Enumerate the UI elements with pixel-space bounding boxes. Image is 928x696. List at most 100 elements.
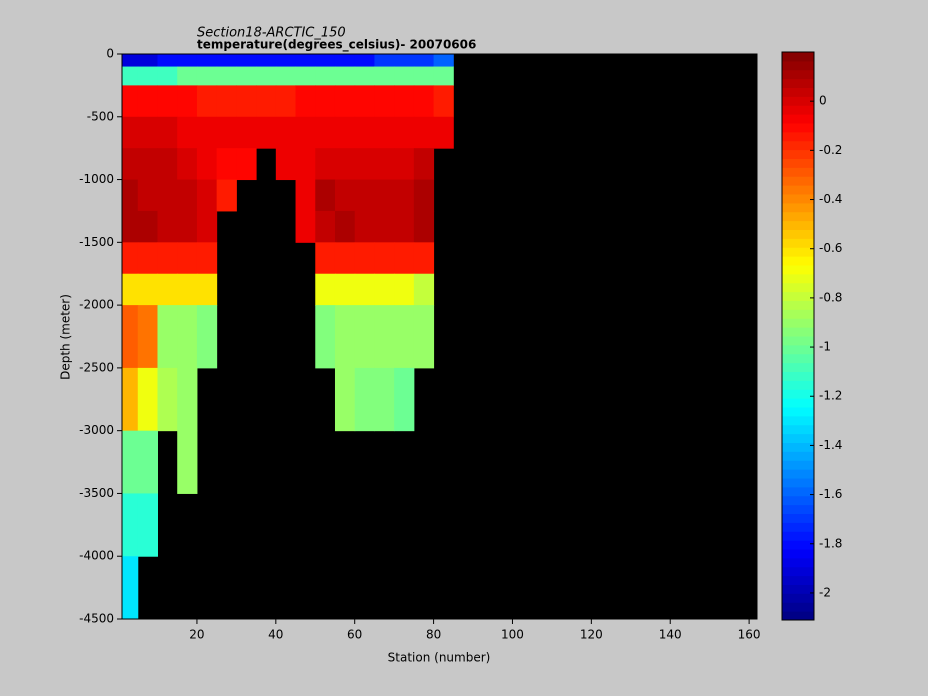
heat-cell: [315, 305, 336, 369]
heat-cell: [394, 66, 415, 86]
heat-cell: [374, 273, 395, 306]
heat-cell: [275, 85, 297, 118]
heat-cell: [374, 66, 395, 86]
colorbar-segment: [782, 87, 814, 97]
heat-cell: [275, 66, 297, 86]
colorbar-segment: [782, 478, 814, 488]
heat-cell: [216, 148, 237, 181]
heat-cell: [394, 179, 415, 212]
colorbar-segment: [782, 131, 814, 142]
heat-cell: [177, 116, 198, 149]
heat-cell: [354, 116, 375, 149]
heat-cell: [157, 179, 178, 212]
heat-cell: [374, 305, 395, 369]
heat-cell: [157, 116, 178, 149]
heat-cell: [122, 556, 139, 620]
heat-cell: [433, 54, 454, 68]
heat-cell: [354, 148, 375, 181]
heat-cell: [196, 116, 218, 149]
heat-cell: [157, 66, 178, 86]
colorbar-segment: [782, 211, 814, 222]
heat-cell: [413, 210, 435, 243]
heat-cell: [216, 179, 237, 212]
colorbar-segment: [782, 442, 814, 452]
y-tick-label: 0: [106, 47, 114, 61]
heat-cell: [122, 430, 139, 494]
heat-cell: [137, 210, 158, 243]
colorbar-tick-label: -0.4: [819, 192, 842, 206]
colorbar-segment: [782, 327, 814, 337]
colorbar-segment: [782, 486, 814, 497]
colorbar-segment: [782, 513, 814, 523]
heat-cell: [394, 210, 415, 243]
colorbar-segment: [782, 282, 814, 293]
heat-cell: [196, 210, 218, 243]
heat-cell: [354, 305, 375, 369]
heat-cell: [157, 85, 178, 118]
heat-cell: [354, 367, 375, 432]
colorbar-segment: [782, 353, 814, 364]
heat-cell: [334, 273, 356, 306]
heat-cell: [157, 367, 178, 432]
colorbar-segment: [782, 300, 814, 310]
heat-cell: [122, 116, 139, 149]
heat-cell: [354, 85, 375, 118]
heat-cell: [196, 66, 218, 86]
heat-cell: [433, 85, 454, 118]
colorbar-segment: [782, 96, 814, 106]
heat-cell: [354, 66, 375, 86]
colorbar-segment: [782, 389, 814, 399]
heat-cell: [315, 54, 336, 68]
heat-cell: [354, 242, 375, 275]
heat-cell: [137, 85, 158, 118]
heat-cell: [157, 273, 178, 306]
x-tick-label: 100: [501, 628, 524, 642]
heat-cell: [157, 305, 178, 369]
colorbar-segment: [782, 451, 814, 461]
chart-title: Section18-ARCTIC_150: [197, 26, 346, 41]
heat-cell: [236, 85, 257, 118]
colorbar-segment: [782, 265, 814, 275]
heat-cell: [196, 179, 218, 212]
heat-cell: [315, 66, 336, 86]
heat-cell: [216, 85, 237, 118]
heat-cell: [354, 54, 375, 68]
colorbar-segment: [782, 52, 814, 62]
heat-cell: [137, 66, 158, 86]
heat-cell: [315, 116, 336, 149]
heat-cell: [315, 148, 336, 181]
colorbar-segment: [782, 344, 814, 355]
colorbar-segment: [782, 123, 814, 133]
heat-cell: [394, 367, 415, 432]
heat-cell: [295, 66, 316, 86]
colorbar-segment: [782, 309, 814, 319]
heat-cell: [394, 242, 415, 275]
colorbar-tick-label: -0.8: [819, 290, 842, 304]
heat-cell: [295, 210, 316, 243]
colorbar-segment: [782, 504, 814, 514]
colorbar-segment: [782, 247, 814, 257]
heat-cell: [374, 85, 395, 118]
heat-cell: [157, 210, 178, 243]
heat-cell: [177, 305, 198, 369]
heat-cell: [394, 85, 415, 118]
heat-cell: [413, 66, 435, 86]
heat-cell: [334, 54, 356, 68]
colorbar-segment: [782, 469, 814, 479]
heat-cell: [295, 148, 316, 181]
heat-cell: [334, 66, 356, 86]
heat-cell: [315, 85, 336, 118]
heat-cell: [122, 85, 139, 118]
heat-cell: [196, 148, 218, 181]
heat-cell: [275, 54, 297, 68]
colorbar-segment: [782, 318, 814, 328]
x-tick-label: 20: [189, 628, 204, 642]
heat-cell: [196, 54, 218, 68]
colorbar-segment: [782, 371, 814, 381]
colorbar-segment: [782, 60, 814, 71]
heat-cell: [374, 116, 395, 149]
heat-cell: [295, 54, 316, 68]
colorbar-segment: [782, 105, 814, 115]
heat-cell: [394, 273, 415, 306]
axes-frame: [121, 53, 758, 620]
